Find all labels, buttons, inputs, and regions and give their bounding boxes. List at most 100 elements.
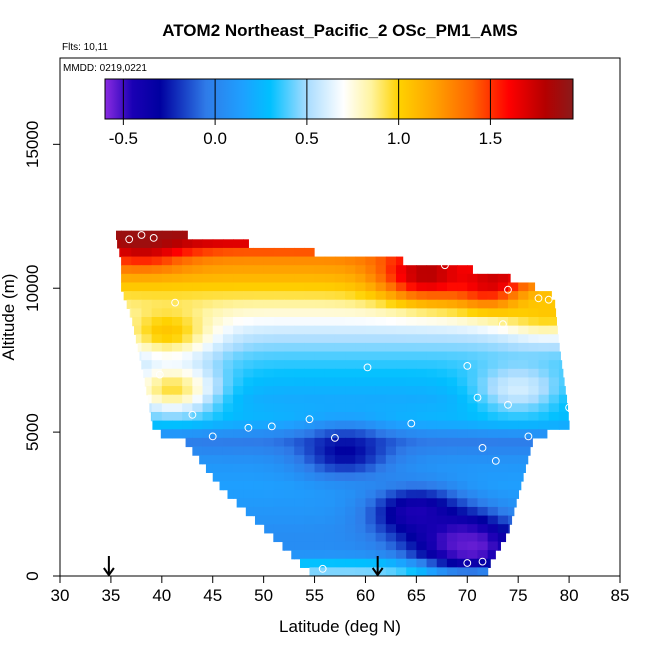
heatmap-cell (375, 351, 387, 361)
heatmap-cell (396, 463, 407, 473)
heatmap-cell (222, 411, 234, 422)
heatmap-cell (518, 411, 529, 422)
sample-point (534, 294, 543, 303)
heatmap-cell (243, 265, 255, 275)
heatmap-cell (355, 368, 367, 379)
heatmap-cell (426, 386, 438, 396)
heatmap-cell (273, 291, 285, 301)
heatmap-cell (135, 334, 143, 344)
heatmap-cell (518, 317, 529, 327)
heatmap-cell (334, 342, 346, 353)
heatmap-cell (245, 506, 255, 517)
heatmap-cell (172, 291, 183, 301)
heatmap-cell (355, 377, 367, 387)
heatmap-cell (457, 308, 468, 318)
heatmap-cell (273, 411, 285, 422)
heatmap-cell (558, 342, 560, 353)
heatmap-cell (141, 325, 153, 335)
heatmap-cell (233, 472, 244, 482)
heatmap-cell (518, 291, 529, 301)
heatmap-cell (508, 273, 511, 284)
heatmap-cell (446, 273, 458, 284)
heatmap-cell (345, 567, 356, 576)
heatmap-cell (416, 386, 428, 396)
heatmap-cell (151, 377, 163, 387)
heatmap-cell (365, 463, 377, 473)
heatmap-cell (508, 498, 517, 508)
heatmap-cell (426, 541, 438, 551)
heatmap-cell (467, 429, 479, 439)
heatmap-cell (416, 489, 428, 499)
heatmap-cell (273, 360, 285, 370)
heatmap-cell (365, 403, 377, 413)
heatmap-cell (334, 308, 346, 318)
heatmap-cell (324, 420, 336, 430)
heatmap-cell (446, 403, 458, 413)
heatmap-cell (416, 282, 428, 292)
heatmap-cell (385, 317, 397, 327)
heatmap-cell (446, 325, 458, 335)
heatmap-cell (497, 360, 509, 370)
heatmap-cell (528, 420, 540, 430)
heatmap-cell (147, 394, 153, 404)
heatmap-cell (457, 282, 468, 292)
x-tick-label: 40 (152, 586, 171, 605)
heatmap-cell (457, 558, 468, 568)
heatmap-cell (406, 506, 417, 517)
heatmap-cell (263, 515, 275, 525)
heatmap-cell (202, 247, 214, 258)
heatmap-cell (182, 368, 193, 379)
heatmap-cell (263, 411, 275, 422)
heatmap-cell (121, 265, 132, 275)
heatmap-cell (324, 567, 336, 576)
heatmap-cell (467, 386, 479, 396)
heatmap-cell (314, 342, 326, 353)
heatmap-cell (192, 429, 204, 439)
heatmap-cell (365, 342, 377, 353)
heatmap-cell (314, 317, 326, 327)
heatmap-cell (436, 524, 448, 534)
heatmap-cell (212, 247, 224, 258)
heatmap-cell (446, 524, 458, 534)
heatmap-cell (436, 317, 448, 327)
heatmap-cell (212, 463, 224, 473)
heatmap-cell (345, 377, 356, 387)
heatmap-cell (518, 403, 529, 413)
heatmap-cell (457, 446, 468, 456)
heatmap-cell (304, 334, 316, 344)
heatmap-cell (345, 437, 356, 448)
heatmap-cell (426, 506, 438, 517)
heatmap-cell (314, 463, 326, 473)
heatmap-cell (487, 489, 499, 499)
heatmap-cell (294, 515, 305, 525)
heatmap-cell (202, 455, 214, 465)
heatmap-cell (233, 489, 244, 499)
heatmap-cell (324, 317, 336, 327)
heatmap-cell (314, 308, 326, 318)
heatmap-cell (172, 429, 183, 439)
heatmap-cell (436, 420, 448, 430)
heatmap-cell (467, 506, 479, 517)
heatmap-cell (426, 291, 438, 301)
heatmap-cell (467, 481, 479, 491)
heatmap-cell (457, 463, 468, 473)
heatmap-cell (426, 265, 438, 275)
heatmap-cell (477, 411, 489, 422)
heatmap-cell (294, 541, 305, 551)
heatmap-cell (314, 403, 326, 413)
heatmap-cell (558, 360, 563, 370)
heatmap-cell (141, 308, 153, 318)
y-axis: 0 5000 10000 15000 (23, 121, 60, 581)
heatmap-cell (467, 515, 479, 525)
heatmap-cell (416, 524, 428, 534)
heatmap-cell (548, 308, 557, 318)
heatmap-cell (436, 446, 448, 456)
heatmap-cell (385, 481, 397, 491)
heatmap-cell (233, 351, 244, 361)
x-axis: 30 35 40 45 50 55 60 65 70 75 80 85 (51, 576, 629, 605)
heatmap-cell (528, 360, 540, 370)
heatmap-cell (243, 360, 255, 370)
heatmap-cell (375, 360, 387, 370)
heatmap-cell (243, 325, 255, 335)
heatmap-cell (182, 308, 193, 318)
